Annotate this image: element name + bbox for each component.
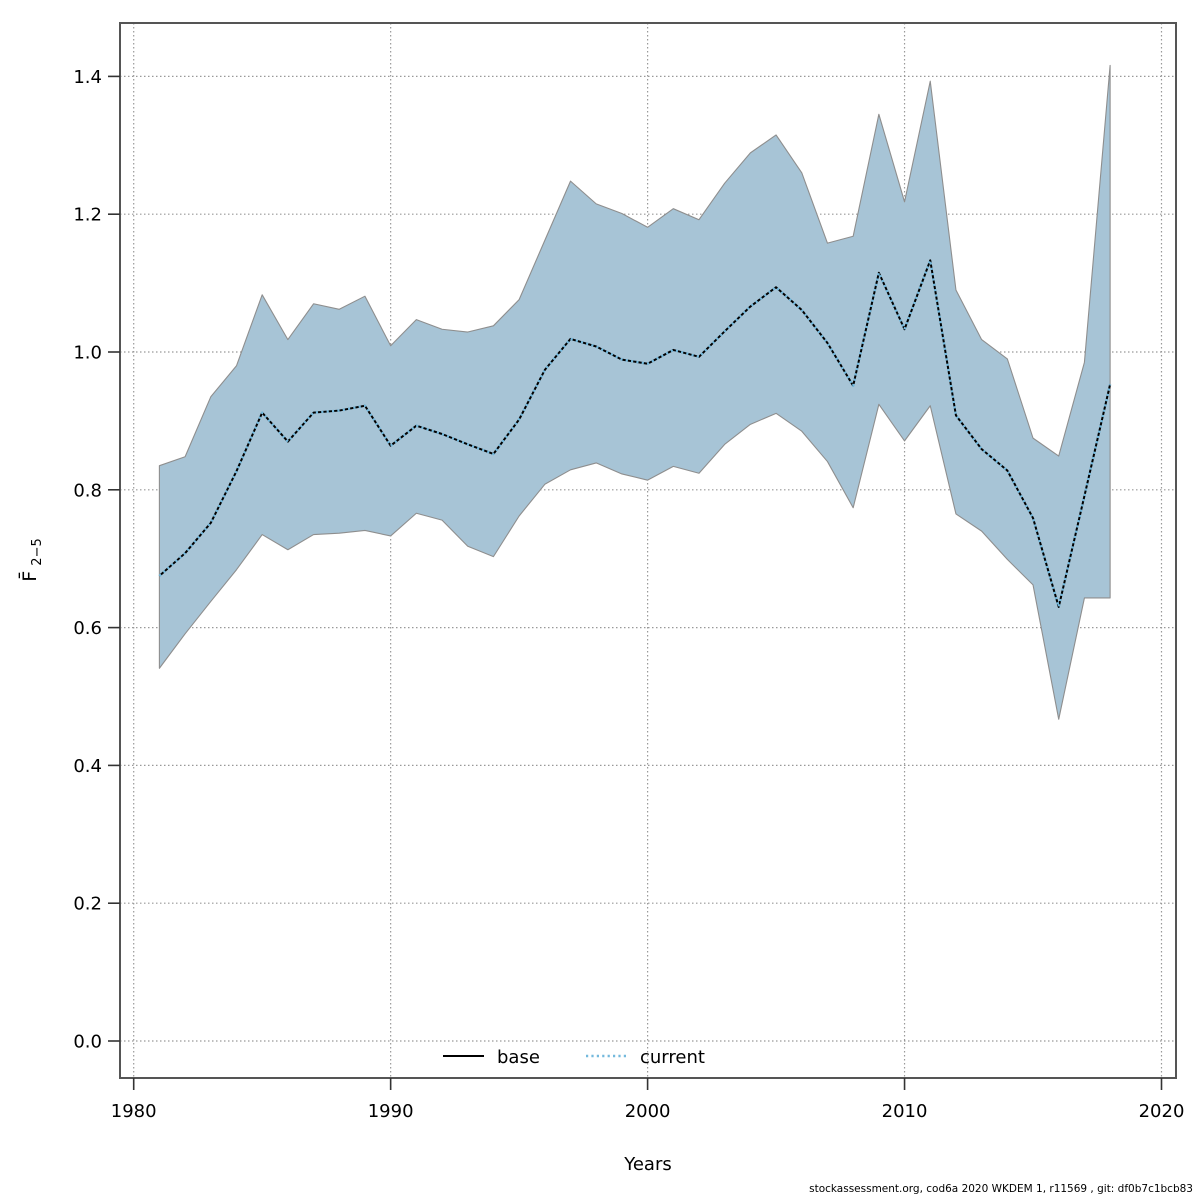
footer-citation: stockassessment.org, cod6a 2020 WKDEM 1,… [809,1183,1193,1195]
x-tick-label-1980: 1980 [111,1101,157,1122]
x-axis-label: Years [623,1154,672,1175]
current-line [158,259,1112,609]
x-tick-label-2010: 2010 [882,1101,928,1122]
y-axis-label: F̄ 2−5 [17,538,45,581]
y-tick-label-1.4: 1.4 [73,67,102,88]
y-tick-label-0.2: 0.2 [73,894,102,915]
series-lines [158,259,1112,609]
y-tick-label-0.4: 0.4 [73,756,102,777]
y-tick-labels: 0.0 0.2 0.4 0.6 0.8 1.0 1.2 1.4 [73,67,102,1053]
x-tick-label-2000: 2000 [625,1101,671,1122]
legend-base-label: base [497,1047,540,1068]
y-tick-label-0.6: 0.6 [73,618,102,639]
y-tick-label-1.2: 1.2 [73,205,102,226]
y-axis-label-main: F̄ [17,571,41,582]
legend: base current [443,1047,705,1068]
legend-current-label: current [640,1047,705,1068]
y-axis-label-subscript: 2−5 [30,538,45,565]
x-tick-labels: 1980 1990 2000 2010 2020 [111,1101,1185,1122]
y-tick-label-0.8: 0.8 [73,480,102,501]
x-tick-label-1990: 1990 [368,1101,414,1122]
confidence-band [158,64,1111,720]
y-tick-label-1.0: 1.0 [73,343,102,364]
y-tick-label-0.0: 0.0 [73,1032,102,1053]
axis-ticks [108,75,1163,1090]
confidence-band-polygon [158,64,1111,720]
x-tick-label-2020: 2020 [1139,1101,1185,1122]
